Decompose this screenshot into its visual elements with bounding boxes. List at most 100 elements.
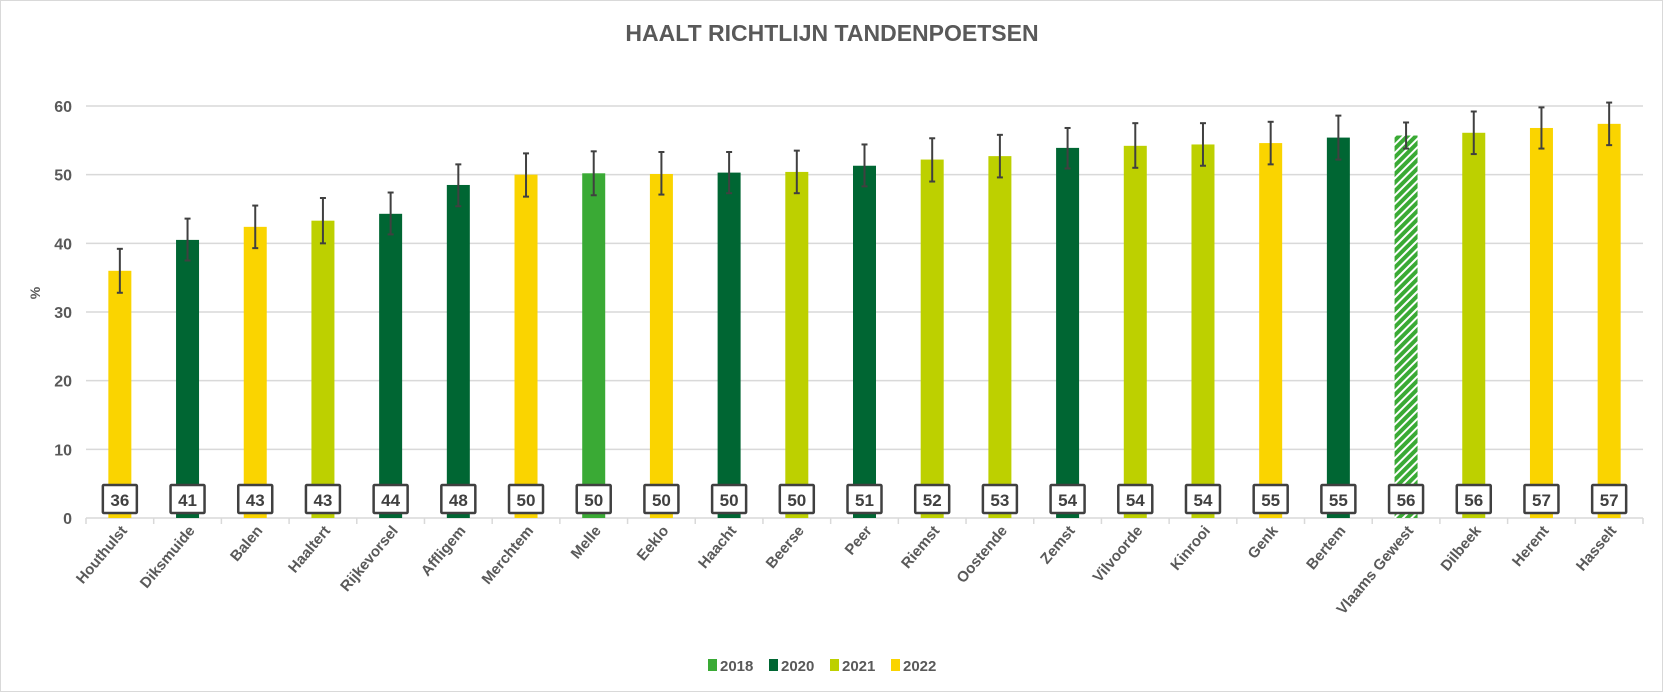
data-label: 51 [855, 491, 874, 510]
x-tick-label: Hasselt [1573, 523, 1620, 575]
data-label-box [575, 483, 612, 515]
error-bar [996, 133, 1003, 179]
data-label: 54 [1058, 491, 1077, 510]
bar [514, 174, 538, 518]
y-tick-label: 50 [54, 168, 72, 185]
data-label-box [643, 483, 680, 515]
x-tick-label: Haacht [695, 523, 740, 572]
data-label: 50 [720, 491, 739, 510]
x-tick-label: Rijkevorsel [337, 523, 401, 595]
error-bar [861, 143, 868, 188]
x-tick-label: Zemst [1037, 523, 1078, 568]
data-label: 50 [584, 491, 603, 510]
bar [379, 213, 403, 518]
x-tick-label: Beerse [763, 523, 808, 572]
data-label-box [1320, 483, 1357, 515]
x-tick-label: Vilvoorde [1090, 523, 1147, 586]
bar [1529, 127, 1553, 519]
bar [717, 172, 741, 518]
data-label-box [507, 483, 545, 515]
y-tick-label: 30 [54, 305, 72, 322]
error-bar [1335, 114, 1342, 161]
data-label-box [778, 483, 816, 515]
error-bar [590, 150, 597, 197]
y-tick-label: 60 [54, 99, 72, 116]
data-label: 44 [381, 491, 400, 510]
error-bar [1267, 120, 1274, 166]
bar [649, 173, 673, 519]
x-tick-label: Houthulst [73, 523, 131, 588]
error-bar [523, 152, 530, 198]
y-tick-label: 10 [54, 442, 72, 459]
data-label-box [1387, 483, 1425, 515]
data-label-box [372, 483, 409, 515]
x-tick-label: Diksmuide [137, 523, 199, 592]
error-bar [929, 137, 936, 183]
error-bar [184, 217, 191, 262]
data-label: 36 [110, 491, 129, 510]
error-bar [455, 163, 462, 208]
bar [1462, 132, 1486, 518]
bar [785, 171, 809, 519]
data-label-box [101, 483, 139, 515]
error-bar [252, 204, 259, 250]
bar [1191, 144, 1215, 518]
legend-swatch [830, 659, 839, 671]
data-label: 55 [1261, 491, 1280, 510]
data-label-box [236, 483, 274, 515]
error-bar [726, 151, 733, 195]
data-label-box [1455, 483, 1493, 515]
x-tick-label: Haaltert [285, 523, 334, 577]
bar [311, 220, 335, 518]
bar [1259, 143, 1283, 518]
legend-label: 2020 [781, 658, 814, 675]
bar [243, 226, 267, 518]
legend-swatch [891, 659, 900, 671]
error-bar [387, 191, 394, 236]
x-tick-label: Eeklo [634, 523, 673, 565]
data-label-box [1184, 483, 1222, 515]
x-tick-label: Merchtem [479, 523, 538, 588]
data-label-box [1590, 483, 1628, 515]
data-label-box [710, 483, 748, 515]
legend-label: 2018 [720, 658, 753, 675]
bar [988, 156, 1012, 519]
x-tick-label: Genk [1245, 522, 1283, 562]
error-bar [658, 151, 665, 196]
data-label: 53 [990, 491, 1009, 510]
error-bar [1470, 110, 1477, 156]
data-label-box [440, 483, 477, 515]
data-label: 52 [923, 491, 942, 510]
data-label-box [981, 483, 1019, 515]
y-tick-label: 20 [54, 374, 72, 391]
data-label-box [1252, 483, 1289, 515]
x-tick-label: Oostende [953, 523, 1010, 587]
data-label: 56 [1464, 491, 1483, 510]
legend-swatch [708, 659, 717, 671]
bar [446, 184, 470, 518]
x-tick-label: Melle [568, 523, 605, 563]
bar [920, 159, 944, 518]
error-bar [1606, 101, 1613, 147]
x-tick-label: Peer [842, 523, 876, 559]
data-label-box [913, 483, 951, 515]
data-label-box [1523, 483, 1560, 515]
data-label: 50 [652, 491, 671, 510]
data-label-box [304, 483, 342, 515]
bar [1597, 123, 1621, 518]
x-tick-label: Bertem [1303, 523, 1349, 574]
x-tick-label: Affligem [418, 523, 470, 580]
chart-title: HAALT RICHTLIJN TANDENPOETSEN [625, 20, 1038, 46]
data-label: 50 [517, 491, 536, 510]
y-tick-label: 40 [54, 236, 72, 253]
error-bar [1199, 122, 1206, 167]
bar [1123, 145, 1147, 518]
legend-label: 2022 [903, 658, 936, 675]
data-label-box [169, 483, 206, 515]
data-label: 54 [1194, 491, 1213, 510]
error-bar [793, 149, 800, 195]
data-label: 57 [1532, 491, 1551, 510]
x-tick-label: Balen [227, 523, 266, 565]
